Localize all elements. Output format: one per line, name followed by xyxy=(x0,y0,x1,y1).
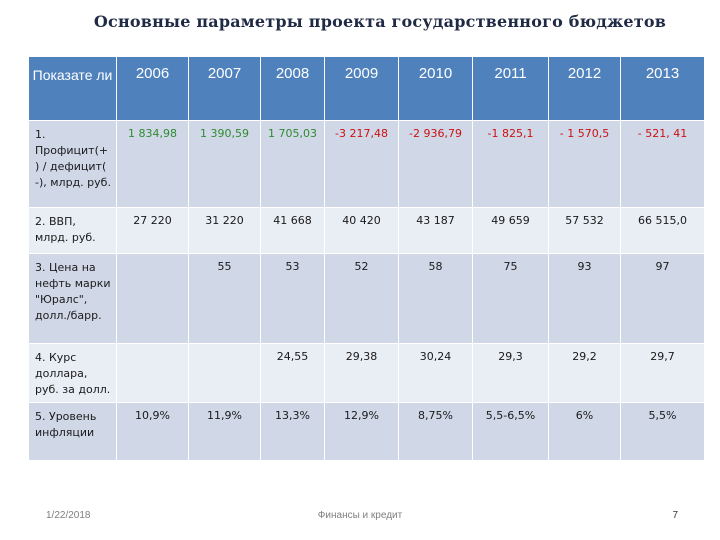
table-cell: 6% xyxy=(548,402,621,461)
table-cell: 29,2 xyxy=(548,343,621,403)
table-row: 3. Цена на нефть марки "Юралс", долл./ба… xyxy=(28,253,705,344)
row-label: 2. ВВП, млрд. руб. xyxy=(28,207,117,254)
header-cell: 2010 xyxy=(398,56,473,121)
table-cell: 27 220 xyxy=(116,207,189,254)
table-cell: - 521, 41 xyxy=(620,120,705,208)
table-cell: 40 420 xyxy=(324,207,399,254)
table-cell: 29,38 xyxy=(324,343,399,403)
table-cell: 57 532 xyxy=(548,207,621,254)
table-row: 1. Профицит(+ ) / дефицит( -), млрд. руб… xyxy=(28,120,705,208)
row-label: 4. Курс доллара, руб. за долл. xyxy=(28,343,117,403)
table-cell: 12,9% xyxy=(324,402,399,461)
table-cell: 10,9% xyxy=(116,402,189,461)
header-cell: 2013 xyxy=(620,56,705,121)
row-label: 3. Цена на нефть марки "Юралс", долл./ба… xyxy=(28,253,117,344)
table-cell: 29,3 xyxy=(472,343,549,403)
table-cell xyxy=(116,253,189,344)
table-cell: 75 xyxy=(472,253,549,344)
table-cell: 30,24 xyxy=(398,343,473,403)
table-cell: -2 936,79 xyxy=(398,120,473,208)
table-cell: 5,5% xyxy=(620,402,705,461)
table-cell: 24,55 xyxy=(260,343,325,403)
table-cell: 55 xyxy=(188,253,261,344)
table-cell: 1 834,98 xyxy=(116,120,189,208)
table-cell: 29,7 xyxy=(620,343,705,403)
header-cell: 2012 xyxy=(548,56,621,121)
table-cell: 5,5-6,5% xyxy=(472,402,549,461)
table-cell: 53 xyxy=(260,253,325,344)
table-cell: 66 515,0 xyxy=(620,207,705,254)
table-cell: 8,75% xyxy=(398,402,473,461)
table-cell: 11,9% xyxy=(188,402,261,461)
footer-subject: Финансы и кредит xyxy=(317,510,403,521)
table-cell: 43 187 xyxy=(398,207,473,254)
header-cell: 2007 xyxy=(188,56,261,121)
header-cell: 2006 xyxy=(116,56,189,121)
table-row: 5. Уровень инфляции 10,9% 11,9% 13,3% 12… xyxy=(28,402,705,461)
table-cell xyxy=(188,343,261,403)
header-cell: 2008 xyxy=(260,56,325,121)
table-cell: 93 xyxy=(548,253,621,344)
table-cell xyxy=(116,343,189,403)
table-row: 2. ВВП, млрд. руб. 27 220 31 220 41 668 … xyxy=(28,207,705,254)
table-cell: 58 xyxy=(398,253,473,344)
table-header-row: Показате ли 2006 2007 2008 2009 2010 201… xyxy=(28,56,705,121)
table-cell: 1 390,59 xyxy=(188,120,261,208)
table-cell: 41 668 xyxy=(260,207,325,254)
budget-parameters-table: Показате ли 2006 2007 2008 2009 2010 201… xyxy=(28,56,705,461)
table-cell: 49 659 xyxy=(472,207,549,254)
header-cell: Показате ли xyxy=(28,56,117,121)
table-row: 4. Курс доллара, руб. за долл. 24,55 29,… xyxy=(28,343,705,403)
table-cell: 13,3% xyxy=(260,402,325,461)
header-cell: 2009 xyxy=(324,56,399,121)
page-number: 7 xyxy=(672,510,678,521)
table-cell: 1 705,03 xyxy=(260,120,325,208)
table-cell: 97 xyxy=(620,253,705,344)
table-cell: - 1 570,5 xyxy=(548,120,621,208)
table-cell: -3 217,48 xyxy=(324,120,399,208)
table-cell: 52 xyxy=(324,253,399,344)
footer-date: 1/22/2018 xyxy=(46,510,91,521)
row-label: 5. Уровень инфляции xyxy=(28,402,117,461)
table-cell: -1 825,1 xyxy=(472,120,549,208)
header-cell: 2011 xyxy=(472,56,549,121)
slide-title: Основные параметры проекта государственн… xyxy=(93,12,667,31)
table-cell: 31 220 xyxy=(188,207,261,254)
row-label: 1. Профицит(+ ) / дефицит( -), млрд. руб… xyxy=(28,120,117,208)
